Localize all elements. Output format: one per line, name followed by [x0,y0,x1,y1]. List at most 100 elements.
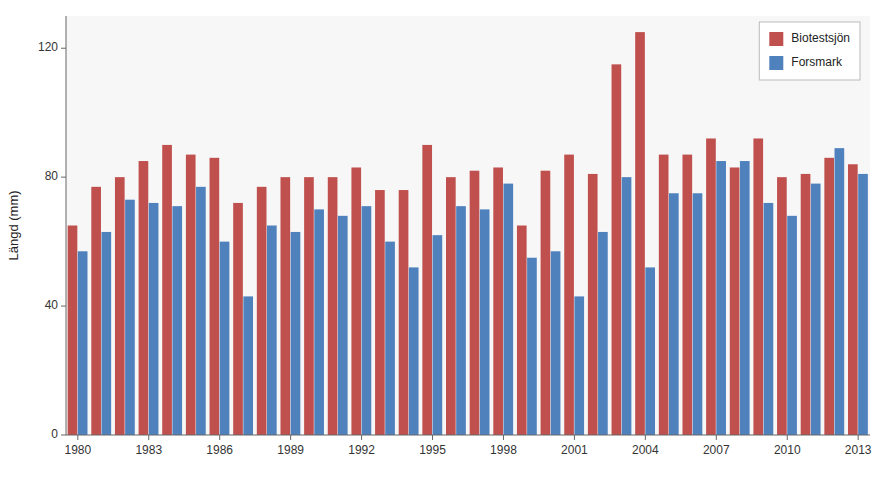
x-tick-label: 2004 [632,443,659,457]
y-tick-label: 40 [45,298,59,312]
x-tick [858,435,859,440]
bar [220,242,230,435]
bar [210,158,220,435]
bar [409,267,419,435]
bar [848,164,858,435]
bar [574,296,584,435]
x-tick-label: 2007 [703,443,730,457]
x-axis: 1980 1983 1986 1989 1992 1995 1998 2001 2004 2007… [64,435,871,457]
bar [659,155,669,435]
bar [257,187,267,435]
x-tick-label: 1995 [419,443,446,457]
x-tick [787,435,788,440]
bar [470,171,480,435]
bar [243,296,253,435]
bar [446,177,456,435]
x-tick [503,435,504,440]
bar [338,216,348,435]
bar [645,267,655,435]
bar [172,206,182,435]
bar [777,177,787,435]
bar [433,235,443,435]
bar [811,184,821,435]
bar [115,177,125,435]
x-tick [574,435,575,440]
y-tick-label: 0 [51,427,58,441]
plot-background [66,16,870,435]
x-tick [645,435,646,440]
bar [787,216,797,435]
bar [801,174,811,435]
bar [669,193,679,435]
y-axis-line [66,16,67,435]
legend-swatch [769,56,783,70]
x-tick-label: 1986 [206,443,233,457]
bar [68,226,78,436]
bar [480,209,490,435]
x-tick [77,435,78,440]
x-tick [219,435,220,440]
y-tick [61,306,66,307]
bar [612,64,622,435]
legend: Biotestsjön Forsmark [759,22,860,80]
x-tick-label: 1989 [277,443,304,457]
bar [541,171,551,435]
x-tick [290,435,291,440]
bar [764,203,774,435]
bar [125,200,135,435]
bar [824,158,834,435]
bar [706,138,716,435]
y-tick-label: 120 [38,40,58,54]
bar [598,232,608,435]
bar [527,258,537,435]
legend-label: Forsmark [791,55,843,69]
bar [162,145,172,435]
bar [186,155,196,435]
bar [622,177,632,435]
bar [314,209,324,435]
x-tick-label: 1980 [64,443,91,457]
bar [551,251,561,435]
chart-container: 0 40 80 120 1980 1983 1986 1989 1992 1995 1998 2001… [0,0,886,479]
x-tick-label: 2001 [561,443,588,457]
x-tick [148,435,149,440]
x-tick [361,435,362,440]
x-axis-line [66,435,870,436]
y-tick [61,48,66,49]
bar [196,187,206,435]
x-tick-label: 1983 [135,443,162,457]
x-tick-label: 1998 [490,443,517,457]
x-tick [432,435,433,440]
bar [588,174,598,435]
legend-label: Biotestsjön [791,31,850,45]
bar [456,206,466,435]
bar [280,177,290,435]
bar [385,242,395,435]
y-tick [61,177,66,178]
x-tick-label: 1992 [348,443,375,457]
bar [267,226,277,436]
legend-swatch [769,32,783,46]
bar [564,155,574,435]
y-tick [61,435,66,436]
bar [858,174,868,435]
bar [835,148,845,435]
chart-svg: 0 40 80 120 1980 1983 1986 1989 1992 1995 1998 2001… [0,0,886,479]
bar [78,251,88,435]
x-tick-label: 2013 [845,443,872,457]
y-axis: 0 40 80 120 [38,40,66,441]
bar [517,226,527,436]
bar [139,161,149,435]
x-tick-label: 2010 [774,443,801,457]
y-tick-label: 80 [45,169,59,183]
bar [422,145,432,435]
bar [351,167,361,435]
legend-box [759,22,860,80]
bar [635,32,645,435]
bar [375,190,385,435]
bars [68,32,868,435]
bar [399,190,409,435]
bar [291,232,301,435]
bar [493,167,503,435]
bar [682,155,692,435]
